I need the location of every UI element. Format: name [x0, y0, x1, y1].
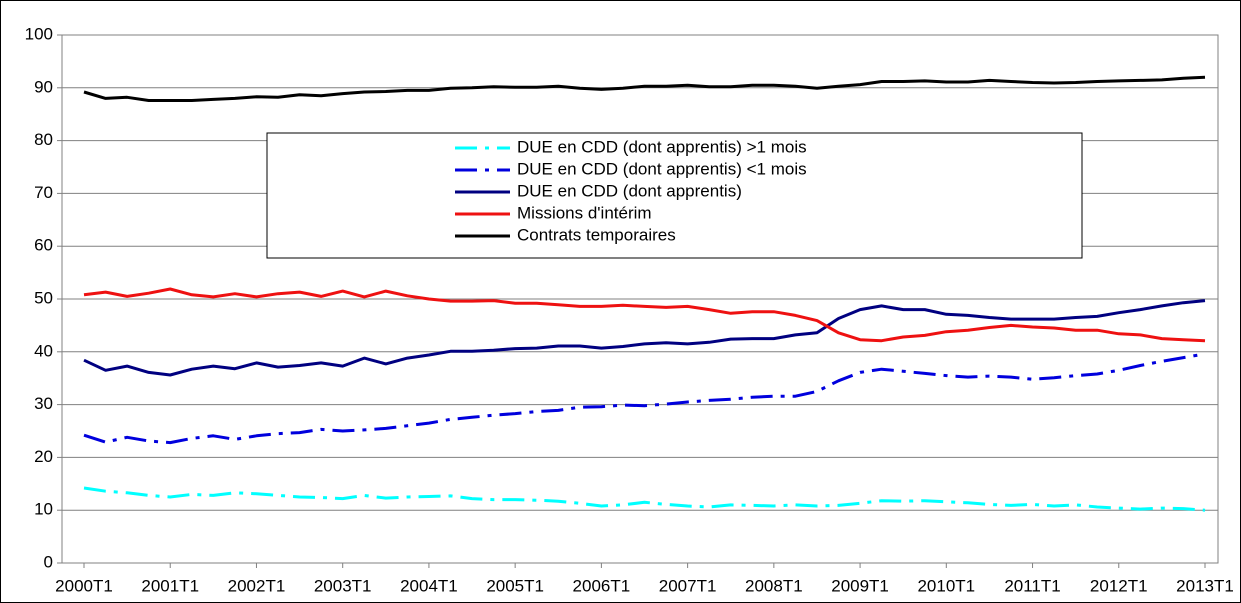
- x-tick-label: 2009T1: [831, 576, 889, 595]
- y-tick-label: 80: [34, 130, 53, 149]
- y-tick-label: 60: [34, 236, 53, 255]
- y-tick-label: 100: [25, 24, 53, 43]
- legend-label: DUE en CDD (dont apprentis): [517, 181, 742, 200]
- plot-border: [61, 34, 1219, 564]
- x-tick-label: 2010T1: [917, 576, 975, 595]
- x-tick-label: 2002T1: [228, 576, 286, 595]
- x-tick-label: 2007T1: [659, 576, 717, 595]
- x-tick-label: 2001T1: [141, 576, 199, 595]
- y-tick-label: 20: [34, 447, 53, 466]
- y-tick-label: 30: [34, 394, 53, 413]
- series-line: [83, 75, 1206, 102]
- x-tick-label: 2012T1: [1090, 576, 1148, 595]
- y-tick-label: 40: [34, 341, 53, 360]
- y-tick-label: 90: [34, 77, 53, 96]
- x-tick-label: 2006T1: [573, 576, 631, 595]
- x-tick-label: 2011T1: [1004, 576, 1060, 595]
- legend-label: DUE en CDD (dont apprentis) <1 mois: [517, 159, 807, 178]
- y-tick-label: 10: [34, 500, 53, 519]
- x-tick-label: 2000T1: [55, 576, 113, 595]
- series-line: [83, 299, 1206, 377]
- legend-label: Contrats temporaires: [517, 225, 676, 244]
- y-tick-label: 70: [34, 183, 53, 202]
- x-tick-label: 2005T1: [486, 576, 544, 595]
- legend-label: Missions d'intérim: [517, 203, 652, 222]
- x-tick-label: 2008T1: [745, 576, 803, 595]
- legend-box: [266, 132, 1083, 259]
- x-tick-label: 2013T1: [1176, 576, 1234, 595]
- x-tick-label: 2003T1: [314, 576, 372, 595]
- series-line: [83, 287, 1206, 343]
- series-line: [83, 352, 1206, 445]
- legend-label: DUE en CDD (dont apprentis) >1 mois: [517, 137, 807, 156]
- series-line: [83, 486, 1206, 512]
- y-tick-label: 0: [44, 552, 53, 571]
- x-tick-label: 2004T1: [400, 576, 458, 595]
- y-tick-label: 50: [34, 288, 53, 307]
